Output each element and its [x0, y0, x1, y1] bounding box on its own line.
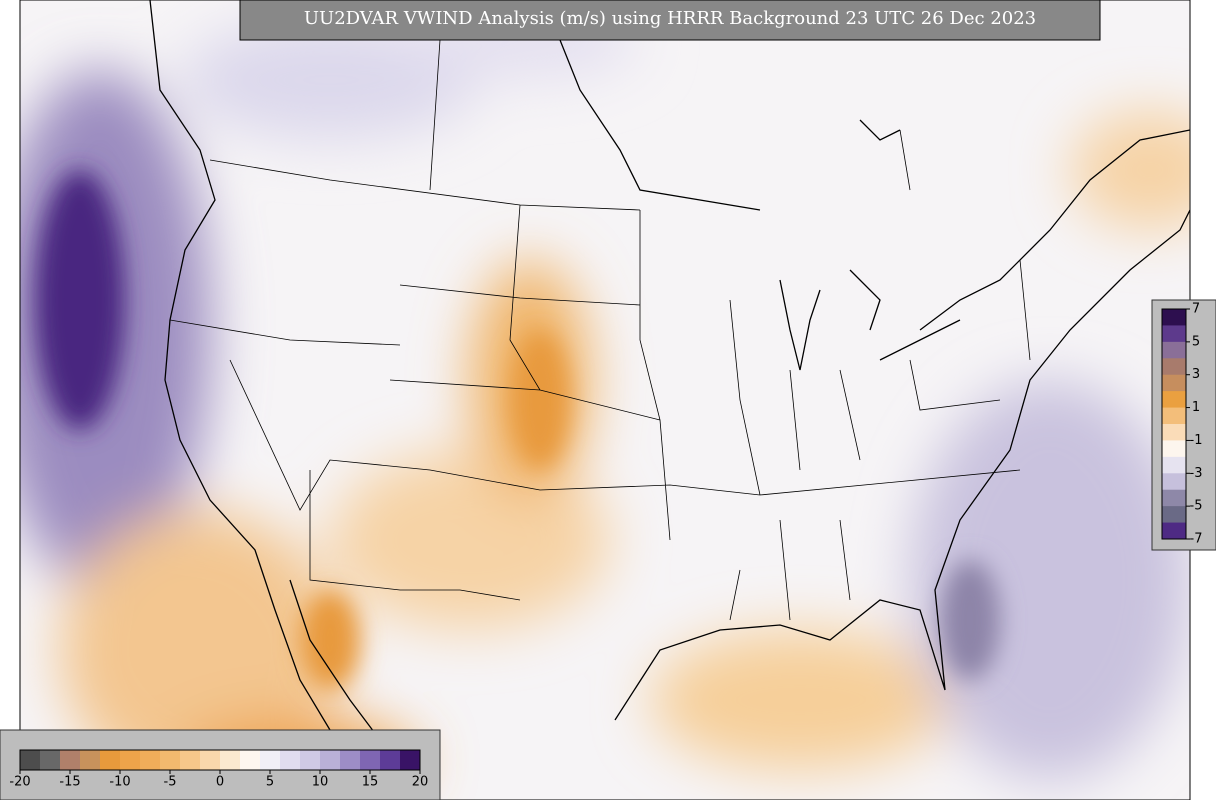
- colorbar-segment: [1162, 473, 1186, 491]
- colorbar-segment: [1162, 358, 1186, 376]
- colorbar-segment: [40, 750, 61, 770]
- colorbar-segment: [1162, 424, 1186, 441]
- colorbar-outline: [1161, 308, 1187, 540]
- colorbar-segment: [1162, 440, 1186, 458]
- colorbar-tick-label: 7: [1192, 302, 1200, 317]
- map-title: UU2DVAR VWIND Analysis (m/s) using HRRR …: [304, 8, 1036, 29]
- colorbar-segment: [1162, 391, 1186, 409]
- colorbar-tick-label: -5: [1190, 499, 1203, 514]
- colorbar-tick-label: 5: [266, 775, 274, 790]
- colorbar-segment: [100, 750, 121, 770]
- colorbar-tick-label: -1: [1190, 433, 1203, 448]
- colorbar-tick-label: -20: [9, 775, 30, 790]
- colorbar-segment: [1162, 522, 1186, 540]
- colorbar-segment: [400, 750, 421, 770]
- colorbar-segment: [1162, 374, 1186, 392]
- colorbar-segment: [280, 750, 301, 770]
- colorbar-segment: [240, 750, 261, 770]
- colorbar-segment: [160, 750, 181, 770]
- colorbar-segment: [1162, 489, 1186, 507]
- colorbar-segment: [320, 750, 341, 770]
- colorbar-tick-label: 0: [216, 775, 224, 790]
- colorbar-segment: [260, 750, 281, 770]
- colorbar-segment: [1162, 407, 1186, 425]
- colorbar-segment: [340, 750, 361, 770]
- colorbar-segment: [220, 750, 241, 770]
- colorbar-tick-label: 3: [1192, 367, 1200, 382]
- colorbar-segment: [300, 750, 321, 770]
- colorbar-tick-label: 5: [1192, 334, 1200, 349]
- colorbar-segment: [200, 750, 221, 770]
- colorbar-segment: [80, 750, 101, 770]
- colorbar-segment: [60, 750, 81, 770]
- colorbar-segment: [380, 750, 401, 770]
- colorbar-tick-label: -10: [109, 775, 130, 790]
- colorbar-segment: [180, 750, 201, 770]
- colorbar-segment: [1162, 341, 1186, 359]
- colorbar-tick-label: -7: [1190, 532, 1203, 547]
- colorbar-segment: [1162, 506, 1186, 524]
- colorbar-segment: [360, 750, 381, 770]
- colorbar-segment: [1162, 325, 1186, 343]
- colorbar-tick-label: 15: [362, 775, 379, 790]
- colorbar-tick-label: 20: [412, 775, 429, 790]
- colorbar-segment: [140, 750, 161, 770]
- colorbar-tick-label: 1: [1192, 400, 1200, 415]
- colorbar-tick-label: -15: [59, 775, 80, 790]
- colorbar-tick-label: -3: [1190, 466, 1203, 481]
- colorbar-tick-label: -5: [164, 775, 177, 790]
- colorbar-segment: [1162, 456, 1186, 474]
- colorbar-segment: [1162, 309, 1186, 326]
- title-box: [239, 0, 1101, 41]
- colorbar-tick-label: 10: [312, 775, 329, 790]
- colorbar-segment: [120, 750, 141, 770]
- colorbar-segment: [20, 750, 41, 770]
